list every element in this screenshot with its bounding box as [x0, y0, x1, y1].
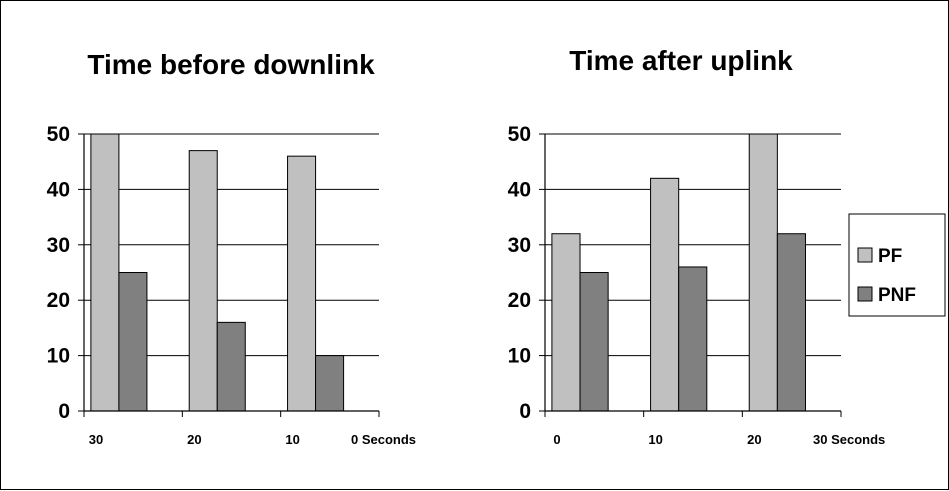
x-tick-label: 20	[187, 432, 201, 447]
bar-pf	[90, 133, 120, 412]
bar-pnf	[678, 266, 708, 412]
chart-title: Time before downlink	[87, 49, 375, 80]
bar-pnf	[118, 272, 148, 412]
legend: PF PNF	[848, 213, 946, 317]
bar-pf	[551, 233, 581, 412]
legend-swatch-pnf	[857, 286, 873, 302]
y-tick-label: 40	[47, 178, 70, 201]
chart-time-after-uplink: Time after uplink 0 10 20 30 40 50 0 10 20 30 Sec…	[508, 45, 886, 447]
bar-pf	[650, 177, 680, 412]
y-tick-label: 0	[519, 400, 531, 423]
chart-time-before-downlink: Time before downlink 0 10 20 30 40 50 30 20 10 0 …	[47, 49, 416, 447]
x-tick-label: 0 Seconds	[351, 432, 416, 447]
bar-pf	[188, 150, 218, 412]
bar-pnf	[315, 355, 345, 412]
x-tick-label: 0	[553, 432, 560, 447]
bar-pf	[287, 155, 317, 412]
y-tick-label: 20	[47, 289, 70, 312]
bar-pnf	[579, 272, 609, 412]
legend-label-pnf: PNF	[878, 285, 916, 306]
bar-pf	[748, 133, 778, 412]
y-tick-label: 10	[508, 345, 531, 368]
y-tick-label: 50	[508, 123, 531, 146]
legend-label-pf: PF	[878, 246, 902, 267]
legend-swatch-pf	[857, 247, 873, 263]
x-tick-label: 30	[89, 432, 103, 447]
bar-pnf	[216, 321, 246, 412]
bar-pnf	[776, 233, 806, 412]
y-tick-label: 10	[47, 345, 70, 368]
y-tick-label: 40	[508, 178, 531, 201]
y-tick-label: 20	[508, 289, 531, 312]
x-tick-label: 10	[285, 432, 299, 447]
y-tick-label: 50	[47, 123, 70, 146]
chart-title: Time after uplink	[569, 45, 793, 76]
x-tick-label: 20	[747, 432, 761, 447]
y-tick-label: 0	[58, 400, 70, 423]
y-tick-label: 30	[47, 234, 70, 257]
x-tick-label: 10	[648, 432, 662, 447]
y-tick-label: 30	[508, 234, 531, 257]
x-tick-label: 30 Seconds	[813, 432, 885, 447]
